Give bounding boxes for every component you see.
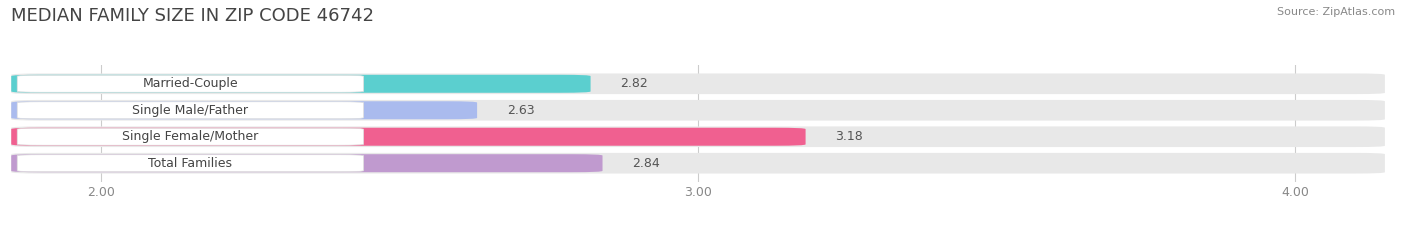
FancyBboxPatch shape: [17, 102, 364, 119]
FancyBboxPatch shape: [11, 154, 603, 172]
FancyBboxPatch shape: [11, 75, 591, 93]
Text: Single Female/Mother: Single Female/Mother: [122, 130, 259, 143]
FancyBboxPatch shape: [17, 128, 364, 145]
FancyBboxPatch shape: [11, 100, 1385, 121]
Text: Total Families: Total Families: [149, 157, 232, 170]
FancyBboxPatch shape: [17, 75, 364, 92]
Text: 3.18: 3.18: [835, 130, 863, 143]
Text: Married-Couple: Married-Couple: [142, 77, 238, 90]
Text: 2.63: 2.63: [508, 104, 534, 117]
Text: Single Male/Father: Single Male/Father: [132, 104, 249, 117]
Text: 2.84: 2.84: [633, 157, 661, 170]
FancyBboxPatch shape: [11, 73, 1385, 94]
FancyBboxPatch shape: [11, 101, 477, 119]
FancyBboxPatch shape: [11, 128, 806, 146]
Text: Source: ZipAtlas.com: Source: ZipAtlas.com: [1277, 7, 1395, 17]
FancyBboxPatch shape: [17, 155, 364, 172]
Text: MEDIAN FAMILY SIZE IN ZIP CODE 46742: MEDIAN FAMILY SIZE IN ZIP CODE 46742: [11, 7, 374, 25]
FancyBboxPatch shape: [11, 153, 1385, 174]
FancyBboxPatch shape: [11, 126, 1385, 147]
Text: 2.82: 2.82: [620, 77, 648, 90]
